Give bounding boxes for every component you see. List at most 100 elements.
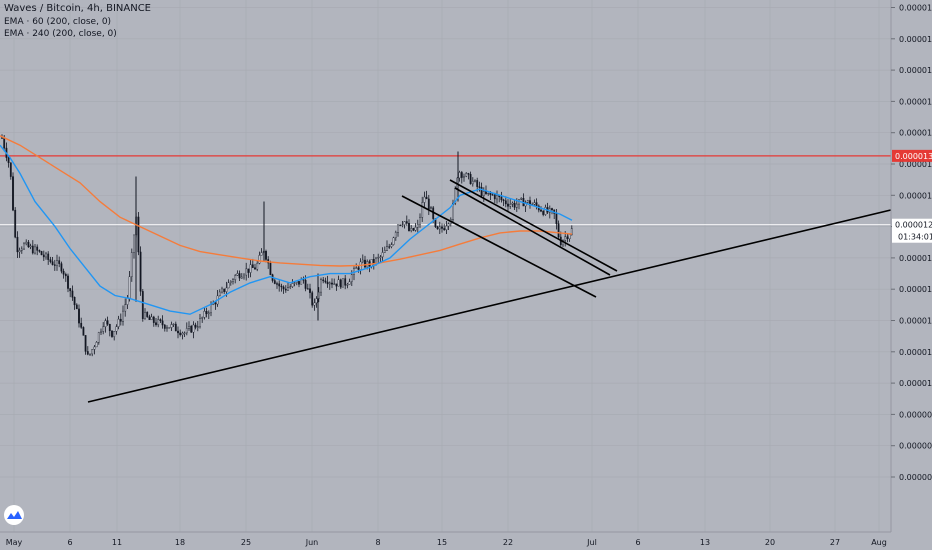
candle-body	[111, 330, 113, 337]
candle-body	[419, 217, 421, 225]
price-tick-label: 0.00001400	[899, 129, 932, 138]
candle-body	[196, 326, 199, 328]
candle-body	[75, 304, 78, 310]
candle-body	[86, 351, 89, 355]
candle-body	[542, 211, 545, 215]
ascending-support-trendline	[87, 209, 892, 403]
time-tick-label: May	[6, 538, 23, 547]
candle-body	[7, 157, 10, 163]
candle-body	[62, 270, 65, 275]
candle-body	[181, 332, 184, 336]
candle-body	[95, 342, 98, 348]
candle-body	[339, 279, 342, 288]
candle-body	[346, 284, 349, 286]
price-tick-label: 0.00000850	[899, 473, 932, 482]
candle-body	[284, 288, 287, 291]
candle-body	[23, 243, 25, 250]
candle-body	[469, 174, 472, 185]
time-tick-label: 13	[700, 538, 710, 547]
candle-body	[80, 322, 83, 328]
candle-body	[227, 282, 230, 289]
resistance-price-badge: 0.00001363	[892, 149, 932, 162]
price-tick-label: 0.00001000	[899, 379, 932, 388]
candle-body	[474, 180, 476, 182]
candle-body	[379, 256, 382, 258]
candle-body	[201, 317, 204, 319]
price-tick-label: 0.00001150	[899, 285, 932, 294]
candle-body	[47, 253, 50, 260]
candle-body	[487, 192, 490, 195]
candle-body	[199, 318, 201, 327]
symbol-title[interactable]: Waves / Bitcoin, 4h, BINANCE	[4, 3, 152, 14]
candle-body	[258, 255, 261, 264]
price-tick-label: 0.00001500	[899, 66, 932, 75]
candle-body	[168, 327, 171, 329]
candle-body	[520, 198, 523, 200]
candle-body	[159, 319, 162, 322]
candle-body	[507, 203, 509, 207]
price-tick-label: 0.00001200	[899, 254, 932, 263]
candle-body	[1, 137, 3, 139]
time-axis[interactable]: May 6 11 18 25 Jun 8 15 22 Jul 6 13 20 27 Aug	[0, 531, 891, 547]
candle-body	[557, 223, 560, 238]
candle-body	[102, 326, 105, 332]
candle-body	[91, 349, 94, 355]
candle-body	[161, 320, 164, 326]
countdown-label: 01:34:01	[898, 233, 932, 242]
candle-body	[496, 195, 498, 200]
candle-body	[504, 200, 507, 205]
candle-body	[133, 234, 135, 253]
candle-body	[276, 283, 278, 285]
candle-body	[311, 292, 314, 306]
candle-body	[403, 221, 406, 225]
candle-body	[337, 279, 340, 287]
candle-body	[42, 254, 45, 258]
channel-upper-line-2	[454, 187, 611, 276]
candle-body	[515, 203, 518, 208]
time-tick-label: 6	[635, 538, 640, 547]
candle-body	[306, 288, 309, 290]
ema-series	[0, 135, 573, 315]
candle-body	[412, 228, 415, 231]
indicator-ema60[interactable]: EMA · 60 (200, close, 0)	[4, 17, 112, 27]
candle-body	[124, 304, 127, 312]
candle-body	[458, 172, 461, 179]
candle-body	[93, 346, 96, 350]
candle-body	[335, 283, 338, 287]
price-tick-label: 0.00000950	[899, 410, 932, 419]
candle-body	[117, 318, 120, 327]
candle-body	[357, 267, 360, 270]
candle-body	[45, 253, 47, 258]
time-tick-label: 25	[241, 538, 251, 547]
candle-body	[551, 208, 553, 211]
candle-body	[203, 311, 206, 318]
candle-body	[18, 250, 21, 253]
candle-body	[163, 324, 166, 329]
candle-body	[568, 234, 571, 240]
candle-body	[185, 328, 188, 334]
candle-body	[430, 207, 432, 210]
candle-body	[392, 237, 395, 245]
candle-body	[27, 241, 30, 248]
candle-body	[177, 330, 179, 334]
candle-body	[58, 260, 61, 264]
resistance-badge-bg	[892, 149, 932, 162]
candle-body	[113, 331, 116, 337]
candle-body	[128, 276, 131, 299]
candle-body	[333, 283, 336, 285]
tradingview-logo-icon[interactable]	[4, 505, 24, 525]
candle-body	[104, 320, 107, 328]
candle-body	[137, 216, 140, 253]
indicator-ema240[interactable]: EMA · 240 (200, close, 0)	[4, 29, 117, 39]
candle-body	[436, 226, 439, 230]
candle-body	[150, 316, 153, 320]
candle-body	[293, 282, 296, 284]
candle-body	[49, 259, 52, 262]
candle-body	[471, 180, 474, 185]
candle-body	[555, 213, 558, 224]
time-tick-label: 18	[175, 538, 185, 547]
